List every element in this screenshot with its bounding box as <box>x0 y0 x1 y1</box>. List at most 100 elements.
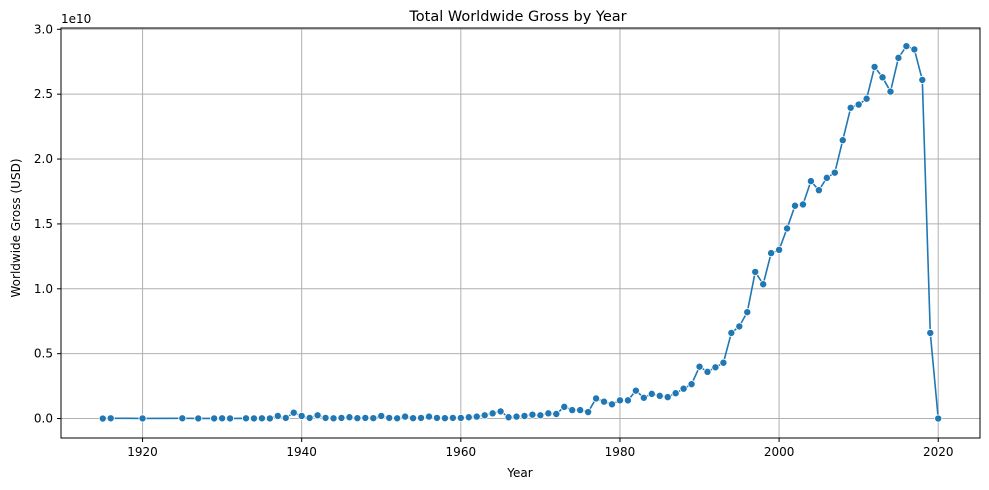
data-point <box>241 414 250 423</box>
data-point <box>337 413 346 422</box>
data-point <box>281 413 290 422</box>
data-point <box>751 267 760 276</box>
data-point <box>440 414 449 423</box>
data-point <box>536 411 545 420</box>
data-point <box>934 414 943 423</box>
data-point <box>504 413 513 422</box>
data-point <box>743 308 752 317</box>
axis-ticks: 1920 1940 1960 1980 2000 2020 0.0 0.5 1.0 1.5 2.0 2… <box>34 22 954 459</box>
data-point <box>576 406 585 415</box>
data-point <box>631 386 640 395</box>
data-point <box>496 407 505 416</box>
data-point <box>178 414 187 423</box>
data-point <box>289 408 298 417</box>
data-point <box>210 414 219 423</box>
data-point <box>194 414 203 423</box>
data-point <box>321 413 330 422</box>
data-point <box>369 414 378 423</box>
data-point <box>488 409 497 418</box>
data-point <box>814 186 823 195</box>
series-line-group <box>98 42 943 423</box>
y-tick-label: 0.5 <box>34 347 53 361</box>
data-point <box>353 414 362 423</box>
data-point <box>791 201 800 210</box>
data-point <box>218 414 227 423</box>
y-tick-label: 1.5 <box>34 217 53 231</box>
data-point <box>456 413 465 422</box>
data-point <box>711 363 720 372</box>
data-point <box>663 393 672 402</box>
data-point <box>265 414 274 423</box>
data-point <box>424 412 433 421</box>
x-tick-label: 1960 <box>446 445 477 459</box>
x-tick-label: 1980 <box>605 445 636 459</box>
data-point <box>528 410 537 419</box>
y-offset-label: 1e10 <box>61 12 91 26</box>
data-point <box>926 328 935 337</box>
data-point <box>767 249 776 258</box>
data-point <box>902 42 911 51</box>
data-point <box>472 412 481 421</box>
data-point <box>592 394 601 403</box>
data-point <box>870 62 879 71</box>
data-point <box>647 389 656 398</box>
data-point <box>735 322 744 331</box>
data-point <box>798 200 807 209</box>
data-point <box>854 100 863 109</box>
plot-area-frame <box>60 27 981 439</box>
data-point <box>560 402 569 411</box>
data-point <box>806 177 815 186</box>
y-tick-label: 2.5 <box>34 87 53 101</box>
y-axis-label: Worldwide Gross (USD) <box>9 159 23 298</box>
data-point <box>671 389 680 398</box>
data-point <box>759 280 768 289</box>
data-point <box>385 413 394 422</box>
data-point <box>305 413 314 422</box>
data-point <box>512 412 521 421</box>
x-tick-label: 2020 <box>923 445 954 459</box>
data-point <box>552 409 561 418</box>
data-point <box>226 414 235 423</box>
data-point <box>639 393 648 402</box>
data-point <box>862 94 871 103</box>
data-point <box>273 411 282 420</box>
data-point <box>480 411 489 420</box>
y-tick-label: 3.0 <box>34 22 53 36</box>
data-point <box>401 412 410 421</box>
data-point <box>838 136 847 145</box>
data-point <box>687 380 696 389</box>
data-point <box>345 413 354 422</box>
data-point <box>600 397 609 406</box>
data-point <box>520 411 529 420</box>
data-point <box>297 411 306 420</box>
data-point <box>448 413 457 422</box>
data-point <box>313 411 322 420</box>
data-point <box>568 406 577 415</box>
chart-title: Total Worldwide Gross by Year <box>408 9 626 25</box>
data-point <box>918 75 927 84</box>
data-point <box>464 413 473 422</box>
data-point <box>775 245 784 254</box>
data-point <box>878 73 887 82</box>
data-point <box>615 396 624 405</box>
x-tick-label: 1940 <box>286 445 317 459</box>
data-point <box>894 53 903 62</box>
grid-lines <box>61 28 980 438</box>
x-tick-label: 1920 <box>127 445 158 459</box>
data-point <box>329 414 338 423</box>
data-point <box>727 328 736 337</box>
data-point <box>703 367 712 376</box>
data-point <box>106 414 115 423</box>
data-point <box>695 362 704 371</box>
data-point <box>377 411 386 420</box>
data-point <box>393 414 402 423</box>
y-tick-label: 1.0 <box>34 282 53 296</box>
data-point <box>846 103 855 112</box>
x-axis-label: Year <box>506 466 532 480</box>
x-tick-label: 2000 <box>764 445 795 459</box>
data-point <box>886 87 895 96</box>
data-point <box>432 413 441 422</box>
data-point <box>910 45 919 54</box>
